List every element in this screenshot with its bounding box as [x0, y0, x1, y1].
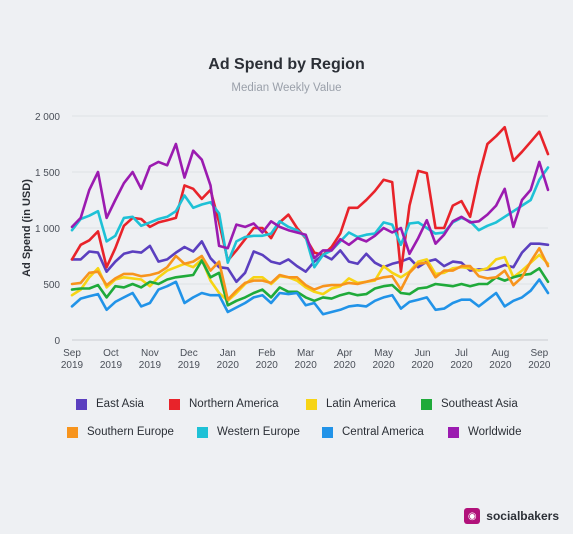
- x-tick-label: 2020: [256, 360, 279, 371]
- legend-label: Latin America: [326, 398, 396, 410]
- x-tick-label: Jun: [414, 348, 430, 359]
- x-tick-label: Feb: [258, 348, 276, 359]
- x-tick-label: 2020: [372, 360, 395, 371]
- socialbakers-chef-hat-icon: ◉: [464, 508, 481, 524]
- legend-swatch-icon: [67, 426, 78, 438]
- series-line-southern-europe: [70, 246, 550, 302]
- legend-label: Northern America: [189, 398, 279, 410]
- legend-label: Southern Europe: [87, 426, 174, 438]
- x-tick-label: 2020: [450, 360, 473, 371]
- x-tick-label: Mar: [297, 348, 315, 359]
- x-tick-label: Aug: [492, 348, 510, 359]
- x-tick-label: Jan: [220, 348, 236, 359]
- legend-label: Western Europe: [217, 426, 300, 438]
- legend-label: Worldwide: [468, 426, 522, 438]
- legend-swatch-icon: [322, 426, 333, 438]
- x-tick-label: 2019: [178, 360, 201, 371]
- series-line-worldwide: [70, 142, 550, 260]
- y-tick-label: 2 000: [35, 112, 60, 123]
- x-tick-label: 2019: [100, 360, 123, 371]
- x-tick-label: Nov: [141, 348, 159, 359]
- x-tick-label: Dec: [180, 348, 198, 359]
- x-tick-label: Apr: [337, 348, 353, 359]
- x-tick-label: 2020: [528, 360, 551, 371]
- y-tick-label: 500: [43, 280, 60, 291]
- x-tick-label: Jul: [455, 348, 468, 359]
- series-line-central-america: [70, 278, 550, 316]
- legend-item-southeast-asia: Southeast Asia: [421, 398, 518, 410]
- legend-item-central-america: Central America: [322, 426, 424, 438]
- legend-swatch-icon: [76, 398, 87, 410]
- legend-item-east-asia: East Asia: [76, 398, 144, 410]
- y-tick-label: 1 000: [35, 224, 60, 235]
- chart-subtitle: Median Weekly Value: [231, 82, 342, 94]
- legend-swatch-icon: [169, 398, 180, 410]
- legend-item-western-europe: Western Europe: [197, 426, 300, 438]
- brand-name: socialbakers: [486, 509, 559, 523]
- x-tick-label: May: [374, 348, 393, 359]
- legend-swatch-icon: [306, 398, 317, 410]
- legend-swatch-icon: [197, 426, 208, 438]
- x-tick-label: 2020: [411, 360, 434, 371]
- legend-item-southern-europe: Southern Europe: [67, 426, 174, 438]
- series-line-latin-america: [70, 253, 550, 303]
- x-tick-label: 2020: [295, 360, 318, 371]
- legend-label: East Asia: [96, 398, 144, 410]
- y-axis-label: Ad Spend (in USD): [21, 179, 33, 277]
- x-tick-label: Sep: [530, 348, 548, 359]
- legend-label: Southeast Asia: [441, 398, 518, 410]
- x-tick-label: Oct: [103, 348, 119, 359]
- x-tick-label: 2019: [139, 360, 162, 371]
- y-tick-label: 1 500: [35, 168, 60, 179]
- brand-logo: ◉ socialbakers: [464, 508, 559, 524]
- x-tick-label: Sep: [63, 348, 81, 359]
- x-tick-label: 2019: [61, 360, 84, 371]
- legend-swatch-icon: [448, 426, 459, 438]
- legend-item-northern-america: Northern America: [169, 398, 278, 410]
- x-tick-label: 2020: [333, 360, 356, 371]
- chart-title: Ad Spend by Region: [208, 56, 365, 73]
- legend-swatch-icon: [421, 398, 432, 410]
- legend-label: Central America: [342, 426, 424, 438]
- legend-item-latin-america: Latin America: [306, 398, 396, 410]
- series-line-southeast-asia: [70, 259, 550, 307]
- x-tick-label: 2020: [217, 360, 240, 371]
- x-tick-label: 2020: [489, 360, 512, 371]
- y-tick-label: 0: [54, 336, 60, 347]
- legend-item-worldwide: Worldwide: [448, 426, 521, 438]
